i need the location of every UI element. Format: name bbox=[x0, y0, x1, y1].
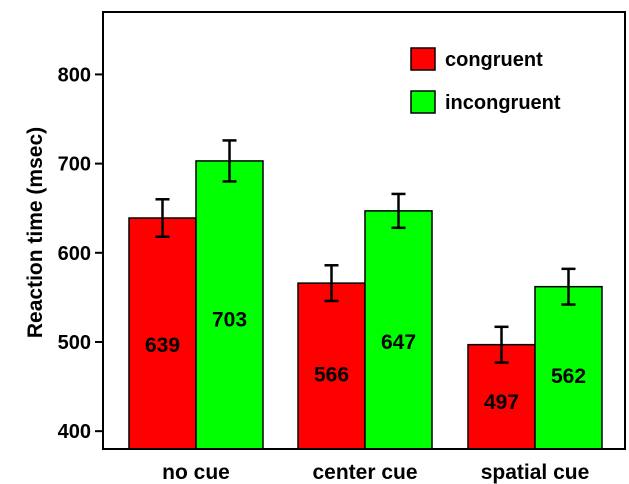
x-category-label: center cue bbox=[312, 461, 417, 484]
y-tick-label: 600 bbox=[58, 243, 91, 265]
data-label: 647 bbox=[381, 331, 416, 354]
legend-label-congruent: congruent bbox=[445, 49, 543, 71]
bars bbox=[129, 161, 602, 449]
data-label: 497 bbox=[484, 391, 519, 414]
legend-swatch-incongruent bbox=[411, 91, 435, 113]
bar-incongruent-no-cue bbox=[196, 161, 263, 449]
y-tick-label: 700 bbox=[58, 154, 91, 176]
legend-label-incongruent: incongruent bbox=[445, 92, 561, 114]
data-label: 703 bbox=[212, 308, 247, 331]
y-axis: 400 500 600 700 800 bbox=[58, 64, 103, 443]
data-label: 562 bbox=[551, 365, 586, 388]
y-axis-title: Reaction time (msec) bbox=[24, 127, 47, 338]
x-category-label: spatial cue bbox=[481, 461, 590, 484]
data-label: 639 bbox=[145, 334, 180, 357]
legend: congruent incongruent bbox=[411, 48, 561, 114]
y-tick-label: 500 bbox=[58, 332, 91, 354]
data-label: 566 bbox=[314, 363, 349, 386]
y-tick-label: 400 bbox=[58, 421, 91, 443]
y-tick-label: 800 bbox=[58, 64, 91, 86]
legend-swatch-congruent bbox=[411, 48, 435, 70]
x-category-label: no cue bbox=[162, 461, 230, 484]
x-axis-labels: no cue center cue spatial cue bbox=[162, 461, 589, 484]
